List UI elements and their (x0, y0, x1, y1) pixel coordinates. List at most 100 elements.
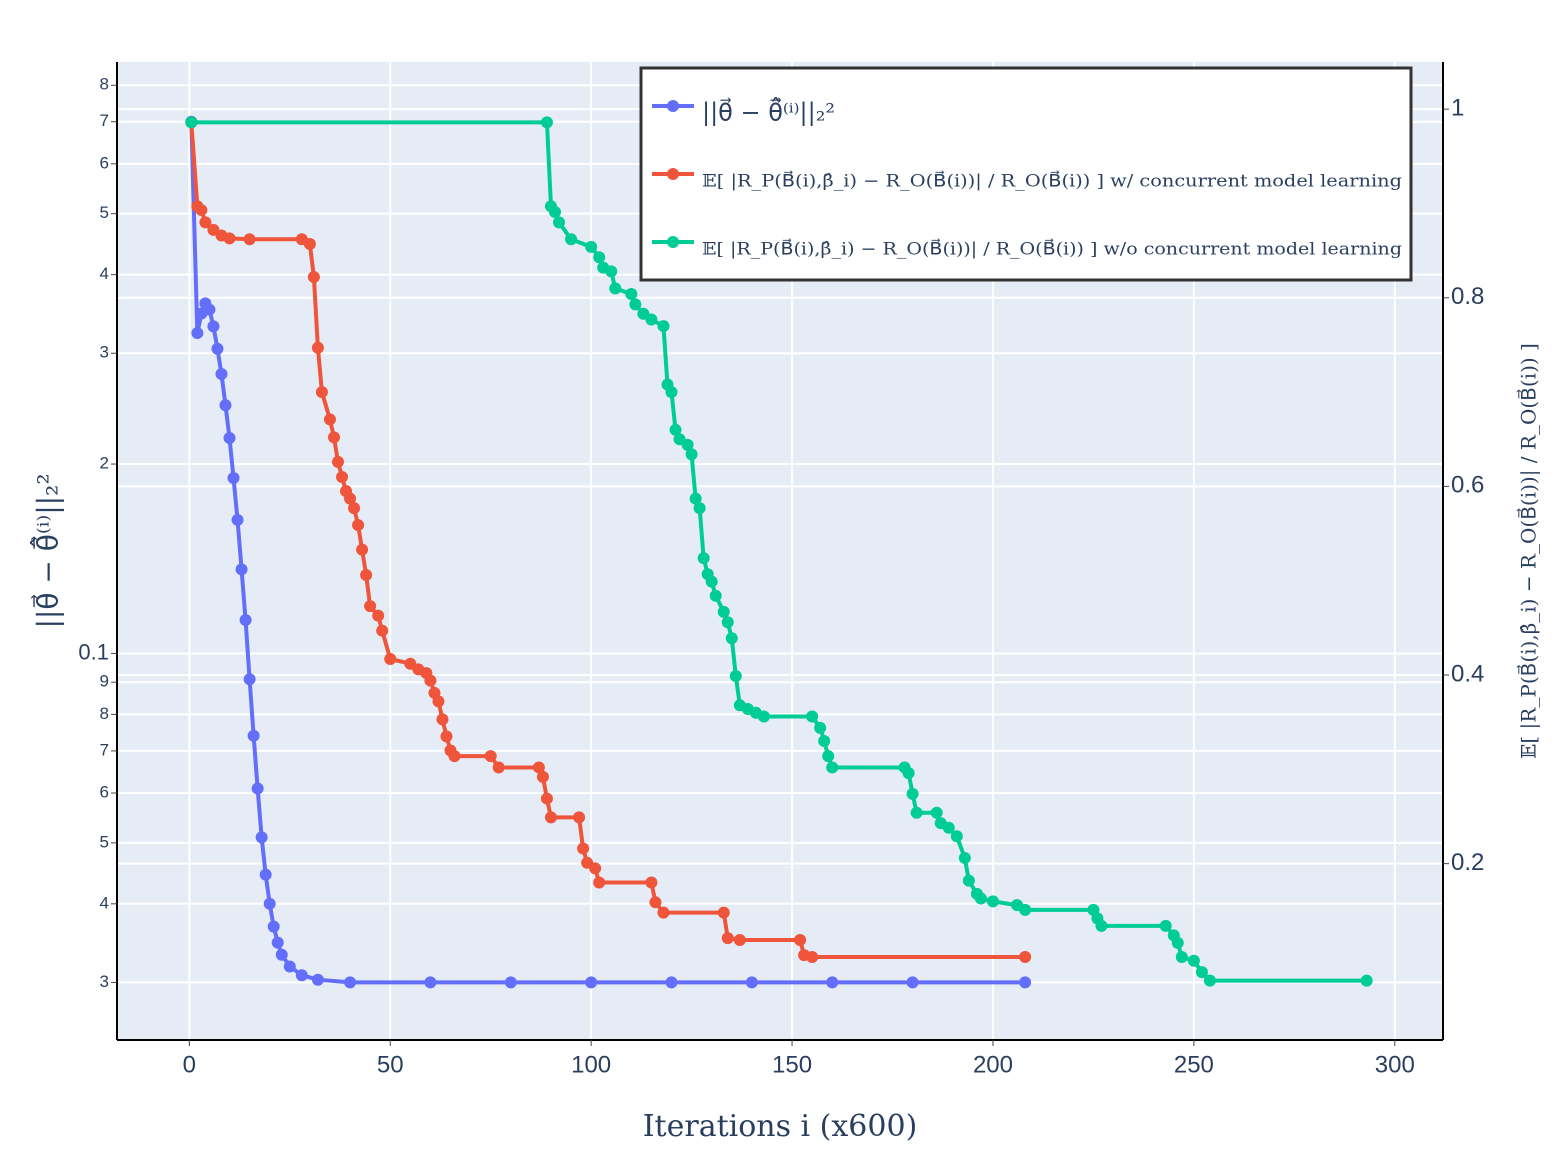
point (271, 936, 284, 949)
y-axis-title: ||θ⃗ − θ̂⃗⁽ⁱ⁾||₂² (30, 473, 64, 628)
point (605, 265, 618, 278)
y2-tick-label: 0.2 (1451, 849, 1484, 876)
legend-label: 𝔼[ |R_P(B⃗(i),β̂_i) − R_O(B⃗(i))| / R_O(… (702, 170, 1402, 191)
x-tick-label: 0 (183, 1051, 196, 1078)
point (645, 313, 658, 326)
point (794, 934, 807, 947)
point (332, 455, 344, 468)
point (356, 543, 369, 556)
point (195, 204, 208, 217)
point (681, 438, 694, 451)
point (231, 513, 244, 526)
point (826, 761, 839, 774)
point (185, 116, 198, 129)
point (267, 920, 280, 933)
y2-tick-label: 0.8 (1451, 283, 1484, 310)
point (593, 251, 606, 264)
point (484, 750, 497, 763)
point (263, 897, 276, 910)
point (806, 951, 819, 964)
point (247, 729, 260, 742)
point (436, 713, 449, 726)
point (1019, 903, 1032, 916)
point (259, 868, 272, 881)
x-tick-label: 150 (772, 1051, 812, 1078)
point (669, 423, 682, 436)
y-tick-label: 6 (100, 153, 109, 172)
y-tick-label: 7 (100, 111, 109, 130)
y-tick-label: 4 (100, 893, 109, 912)
x-tick-label: 200 (973, 1051, 1013, 1078)
legend-swatch-marker (667, 168, 679, 180)
point (649, 896, 662, 909)
point (275, 948, 288, 961)
y2-tick-label: 0.4 (1451, 660, 1484, 687)
point (958, 851, 971, 864)
point (1159, 919, 1172, 932)
y-tick-label: 2 (100, 454, 109, 473)
point (336, 470, 349, 483)
point (693, 502, 706, 515)
point (243, 673, 256, 686)
y-tick-label: 8 (100, 75, 109, 94)
point (962, 874, 975, 887)
point (440, 730, 453, 743)
point (577, 842, 590, 855)
point (757, 710, 770, 723)
point (729, 669, 742, 682)
point (492, 761, 505, 774)
x-tick-label: 50 (377, 1051, 404, 1078)
point (219, 399, 232, 412)
point (1171, 936, 1184, 949)
point (645, 876, 658, 889)
y2-axis-title: 𝔼[ |R_P(B⃗(i),β̂_i) − R_O(B⃗(i))| / R_O(… (1516, 343, 1542, 759)
point (327, 431, 340, 444)
y-tick-label: 6 (100, 783, 109, 802)
y-tick-label: 5 (100, 832, 109, 851)
point (1360, 974, 1373, 987)
point (822, 750, 835, 763)
point (1175, 951, 1188, 964)
point (540, 792, 553, 805)
marks (185, 115, 1373, 989)
point (344, 976, 357, 989)
point (1019, 951, 1032, 964)
point (432, 695, 445, 708)
y-tick-label: 7 (100, 740, 109, 759)
y-tick-label: 3 (100, 343, 109, 362)
point (372, 609, 385, 622)
point (573, 811, 586, 824)
point (609, 282, 622, 295)
point (986, 895, 999, 908)
point (235, 563, 248, 576)
point (323, 413, 336, 426)
point (255, 831, 268, 844)
point (553, 216, 565, 229)
legend-swatch-marker (667, 236, 679, 248)
point (1195, 966, 1208, 979)
x-tick-label: 300 (1375, 1051, 1415, 1078)
point (565, 233, 578, 246)
point (352, 519, 365, 532)
point (697, 552, 710, 565)
point (818, 735, 831, 748)
point (733, 934, 746, 947)
point (344, 492, 357, 505)
point (826, 976, 839, 989)
point (721, 616, 734, 629)
point (364, 600, 377, 613)
point (1019, 976, 1032, 989)
point (685, 448, 698, 461)
point (504, 976, 517, 989)
point (199, 216, 212, 229)
y-tick-label: 4 (100, 264, 109, 283)
point (315, 386, 328, 399)
point (689, 492, 702, 505)
point (942, 821, 955, 834)
point (717, 605, 730, 618)
point (295, 969, 308, 982)
point (725, 632, 738, 645)
point (721, 932, 734, 945)
